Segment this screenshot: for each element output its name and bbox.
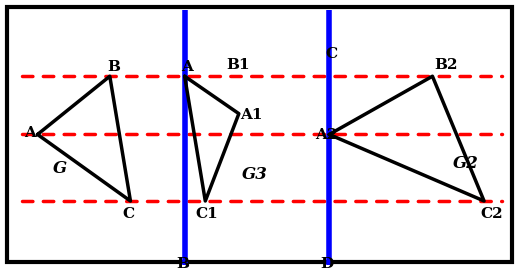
Text: C2: C2	[481, 207, 503, 221]
Text: C: C	[122, 207, 135, 221]
Text: B: B	[176, 256, 189, 270]
Text: A: A	[181, 60, 193, 74]
Text: A2: A2	[315, 128, 338, 142]
Text: C: C	[325, 47, 338, 61]
FancyBboxPatch shape	[7, 7, 512, 262]
Text: C1: C1	[195, 207, 218, 221]
Text: A1: A1	[240, 108, 263, 122]
Text: B: B	[107, 60, 120, 74]
Text: D: D	[320, 256, 333, 270]
Text: A: A	[24, 126, 36, 140]
Text: G2: G2	[453, 155, 479, 172]
Text: G: G	[53, 160, 67, 177]
Text: B2: B2	[434, 58, 457, 72]
Text: G3: G3	[241, 166, 267, 183]
Text: B1: B1	[226, 58, 250, 72]
